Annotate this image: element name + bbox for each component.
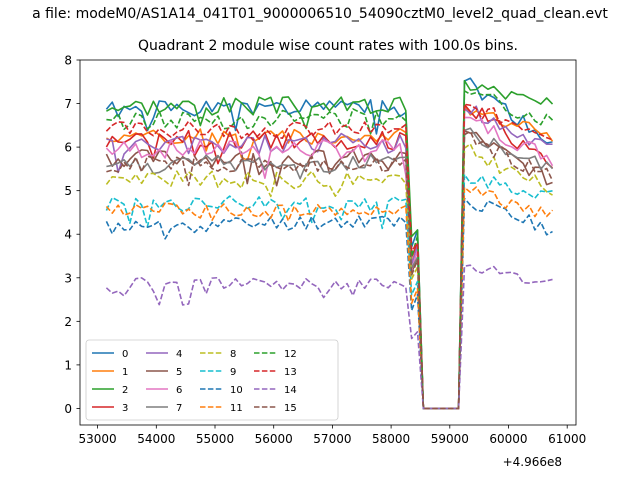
plot-area <box>105 77 554 410</box>
legend-label-5: 5 <box>176 367 182 378</box>
series-line-10 <box>105 197 553 410</box>
x-tick-label: 56000 <box>255 432 293 446</box>
x-tick-label: 58000 <box>372 432 410 446</box>
x-tick-label: 53000 <box>79 432 117 446</box>
legend-label-11: 11 <box>230 403 243 414</box>
series-line-6 <box>105 116 554 410</box>
x-offset-label: +4.966e8 <box>503 455 562 469</box>
y-tick-label: 2 <box>64 315 72 329</box>
series-line-12 <box>106 90 554 410</box>
x-tick-label: 59000 <box>431 432 469 446</box>
series-line-14 <box>105 264 553 410</box>
legend-label-15: 15 <box>284 403 297 414</box>
legend-label-9: 9 <box>230 367 236 378</box>
chart-title: Quadrant 2 module wise count rates with … <box>138 38 518 54</box>
series-line-13 <box>105 103 553 410</box>
y-tick-label: 8 <box>64 54 72 68</box>
x-tick-label: 57000 <box>313 432 351 446</box>
legend-label-10: 10 <box>230 385 243 396</box>
figure-suptitle: a file: modeM0/AS1A14_041T01_9000006510_… <box>32 6 608 22</box>
y-tick-label: 3 <box>64 271 72 285</box>
legend-box <box>85 339 339 421</box>
y-tick-label: 4 <box>64 228 72 242</box>
legend-label-6: 6 <box>176 385 182 396</box>
series-line-2 <box>106 79 554 410</box>
legend-label-1: 1 <box>122 367 128 378</box>
series-line-9 <box>105 173 553 410</box>
y-tick-label: 1 <box>64 358 72 372</box>
legend-label-2: 2 <box>122 385 128 396</box>
legend-label-8: 8 <box>230 349 236 360</box>
y-tick-label: 6 <box>64 141 72 155</box>
legend-label-7: 7 <box>176 403 182 414</box>
axes: 53000 54000 55000 56000 57000 58000 59000 60000… <box>64 54 586 447</box>
series-line-15 <box>106 130 554 410</box>
x-tick-label: 61000 <box>548 432 586 446</box>
legend-label-12: 12 <box>284 349 297 360</box>
legend-label-13: 13 <box>284 367 297 378</box>
legend-label-3: 3 <box>122 403 128 414</box>
x-tick-label: 60000 <box>489 432 527 446</box>
series-line-0 <box>105 77 553 410</box>
legend-label-0: 0 <box>122 349 128 360</box>
y-tick-label: 0 <box>64 402 72 416</box>
legend-label-4: 4 <box>176 349 182 360</box>
legend-label-14: 14 <box>284 385 297 396</box>
axes-frame <box>79 59 577 426</box>
y-tick-label: 7 <box>64 97 72 111</box>
series-line-8 <box>105 143 553 410</box>
x-tick-label: 54000 <box>137 432 175 446</box>
series-line-11 <box>105 186 554 410</box>
y-tick-label: 5 <box>64 184 72 198</box>
x-tick-label: 55000 <box>196 432 234 446</box>
